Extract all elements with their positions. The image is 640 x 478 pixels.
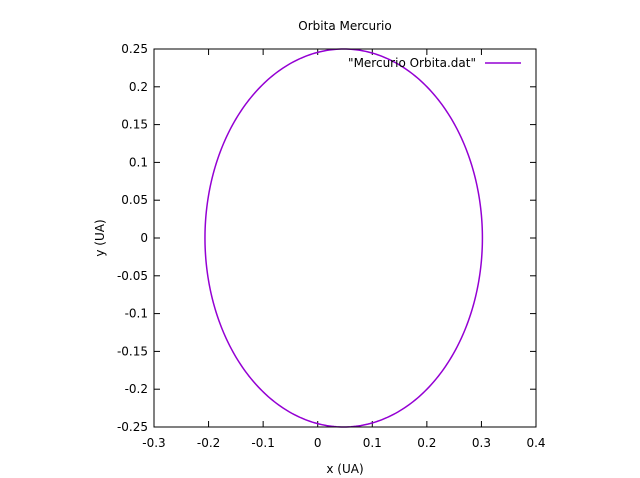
- legend-label: "Mercurio Orbita.dat": [348, 56, 476, 70]
- x-tick-label: 0.4: [526, 436, 545, 450]
- y-tick-label: -0.25: [117, 420, 148, 434]
- x-tick-label: 0: [314, 436, 322, 450]
- y-tick-label: -0.15: [117, 344, 148, 358]
- y-tick-label: 0.05: [121, 193, 148, 207]
- chart-title: Orbita Mercurio: [298, 19, 391, 33]
- plot-frame: [153, 48, 537, 428]
- x-tick-label: 0.1: [363, 436, 382, 450]
- y-tick-label: 0.2: [129, 80, 148, 94]
- y-tick-label: -0.1: [125, 307, 148, 321]
- orbit-line: [204, 48, 484, 428]
- x-tick-label: 0.3: [472, 436, 491, 450]
- y-tick-label: -0.2: [125, 382, 148, 396]
- legend: "Mercurio Orbita.dat": [348, 56, 521, 70]
- y-tick-label: 0.15: [121, 118, 148, 132]
- series-layer: [204, 48, 484, 428]
- y-tick-label: 0.1: [129, 155, 148, 169]
- tick-layer: -0.3 -0.2 -0.1 0 0.1 0.2 0.3 0.4 -0.25 -0.2 -0.15 -…: [117, 42, 546, 450]
- y-tick-label: 0: [140, 231, 148, 245]
- x-axis-label: x (UA): [326, 462, 363, 476]
- x-tick-label: -0.1: [251, 436, 274, 450]
- y-axis-label: y (UA): [93, 219, 107, 256]
- x-tick-label: -0.3: [142, 436, 165, 450]
- x-tick-label: 0.2: [417, 436, 436, 450]
- x-tick-label: -0.2: [197, 436, 220, 450]
- y-tick-label: -0.05: [117, 269, 148, 283]
- y-tick-label: 0.25: [121, 42, 148, 56]
